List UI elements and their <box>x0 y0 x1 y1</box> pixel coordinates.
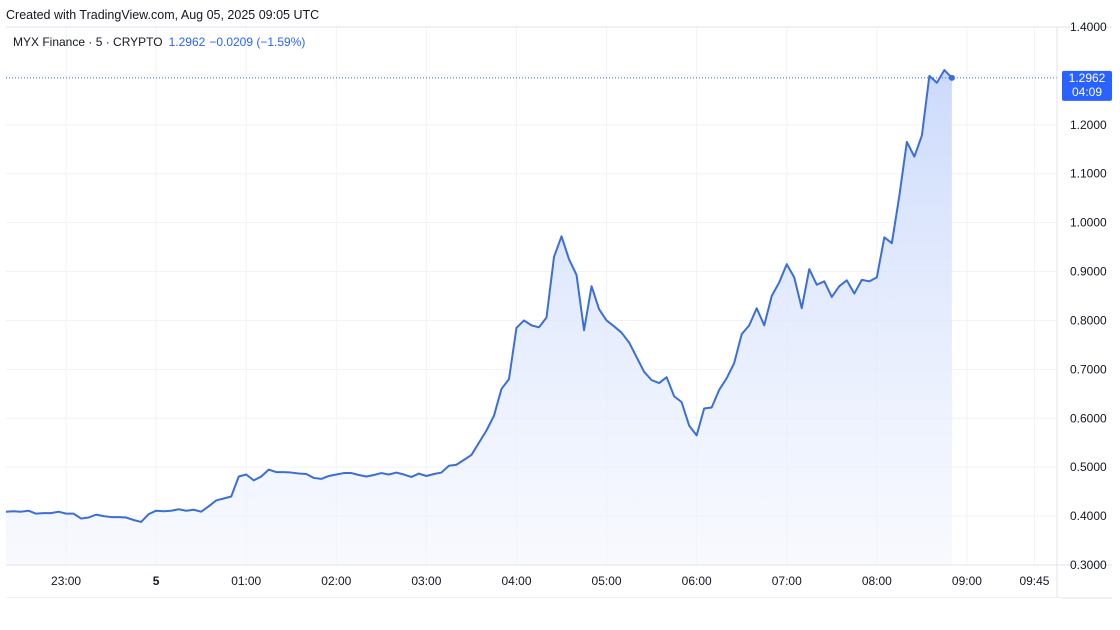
last-price-badge <box>1062 70 1112 101</box>
y-tick-label: 0.6000 <box>1070 411 1107 425</box>
time-axis[interactable]: 23:00 5 01:00 02:00 03:00 04:00 05:00 06:00 07:0… <box>51 574 1050 588</box>
x-tick-label: 5 <box>153 574 160 588</box>
x-tick-label: 01:00 <box>231 574 261 588</box>
series-area-fill <box>6 70 952 565</box>
series-line <box>5 69 953 523</box>
x-tick-label: 09:00 <box>952 574 982 588</box>
y-tick-label: 0.3000 <box>1070 558 1107 572</box>
x-tick-label: 06:00 <box>682 574 712 588</box>
y-tick-label: 0.8000 <box>1070 313 1107 327</box>
x-tick-label: 07:00 <box>772 574 802 588</box>
y-tick-label: 1.1000 <box>1070 167 1107 181</box>
legend-change: −0.0209 (−1.59%) <box>209 35 306 49</box>
x-tick-label: 09:45 <box>1019 574 1049 588</box>
x-tick-label: 23:00 <box>51 574 81 588</box>
x-tick-label: 04:00 <box>501 574 531 588</box>
x-tick-label: 08:00 <box>862 574 892 588</box>
symbol-title: MYX Finance · 5 · CRYPTO <box>13 35 163 49</box>
price-area <box>5 69 1057 565</box>
y-tick-label: 1.4000 <box>1070 20 1107 34</box>
legend-last-price: 1.2962 <box>168 35 206 49</box>
footer-strip <box>6 598 1062 630</box>
y-tick-label: 0.9000 <box>1070 265 1107 279</box>
last-point-dot <box>948 74 955 81</box>
y-tick-label: 0.5000 <box>1070 460 1107 474</box>
badge-countdown: 04:09 <box>1072 85 1102 99</box>
symbol-legend[interactable]: MYX Finance · 5 · CRYPTO 1.2962 −0.0209 (−… <box>13 35 305 49</box>
y-tick-label: 1.2000 <box>1070 118 1107 132</box>
y-tick-label: 0.4000 <box>1070 509 1107 523</box>
x-tick-label: 05:00 <box>592 574 622 588</box>
y-tick-label: 1.0000 <box>1070 216 1107 230</box>
y-tick-label: 0.7000 <box>1070 362 1107 376</box>
watermark-header: Created with TradingView.com, Aug 05, 20… <box>6 8 320 22</box>
x-tick-label: 02:00 <box>321 574 351 588</box>
x-tick-label: 03:00 <box>411 574 441 588</box>
price-axis[interactable]: 1.40001.30001.20001.10001.00000.90000.80… <box>1070 20 1107 572</box>
badge-price: 1.2962 <box>1069 71 1106 85</box>
